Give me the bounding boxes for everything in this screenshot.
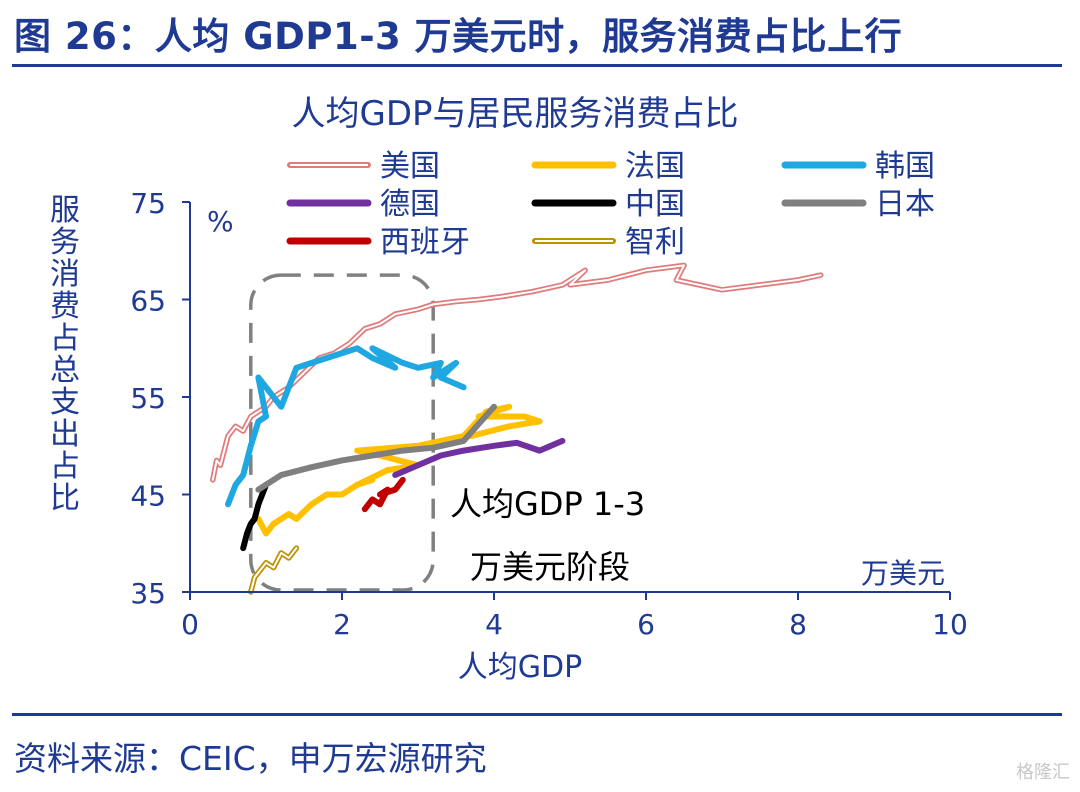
legend-label: 韩国: [875, 149, 935, 184]
legend-label: 德国: [380, 187, 440, 222]
x-tick-label: 2: [333, 608, 351, 641]
series-line: [361, 476, 406, 513]
series-line: [225, 345, 467, 508]
series-line: [240, 481, 269, 552]
highlight-box-annotation: 人均GDP 1-3: [450, 485, 645, 523]
x-tick-label: 8: [789, 608, 807, 641]
y-unit-label: %: [207, 205, 234, 238]
legend-label: 美国: [380, 149, 440, 184]
series-line: [255, 403, 497, 493]
watermark: 格隆汇: [1016, 762, 1070, 783]
legend-label: 智利: [625, 225, 685, 260]
series-line-inner: [249, 547, 298, 593]
figure-title: 图 26：人均 GDP1-3 万美元时，服务消费占比上行: [14, 15, 903, 58]
legend-label: 法国: [625, 149, 685, 184]
highlight-box-layer: 人均GDP 1-3 万美元阶段: [249, 273, 645, 592]
title-rule: [12, 64, 1062, 67]
x-tick-label: 6: [637, 608, 655, 641]
y-tick-label: 65: [130, 285, 166, 318]
y-axis-label: 服务消费占总支出占比: [50, 193, 80, 516]
x-unit-label: 万美元: [861, 557, 945, 590]
highlight-box: [249, 273, 435, 592]
chart-title: 人均GDP与居民服务消费占比: [291, 94, 738, 134]
source-note: 资料来源：CEIC，申万宏源研究: [14, 739, 487, 778]
legend-label: 西班牙: [380, 225, 470, 260]
x-tick-label: 0: [181, 608, 199, 641]
axes: 35 45 55 65 75 0 2 4 6 8 10: [130, 187, 967, 641]
y-tick-label: 35: [130, 577, 166, 610]
legend-label: 日本: [875, 187, 935, 222]
x-tick-label: 4: [485, 608, 503, 641]
highlight-box-annotation: 万美元阶段: [470, 548, 630, 586]
source-rule: [12, 713, 1062, 716]
series-layer: [210, 262, 824, 595]
legend-label: 中国: [625, 187, 685, 222]
x-axis-label: 人均GDP: [458, 650, 582, 685]
y-tick-label: 75: [130, 187, 166, 220]
series-line: [248, 545, 300, 595]
series-line: [392, 437, 566, 478]
series-line-inner: [211, 264, 822, 481]
x-tick-label: 10: [932, 608, 968, 641]
y-tick-label: 45: [130, 480, 166, 513]
y-tick-label: 55: [130, 382, 166, 415]
